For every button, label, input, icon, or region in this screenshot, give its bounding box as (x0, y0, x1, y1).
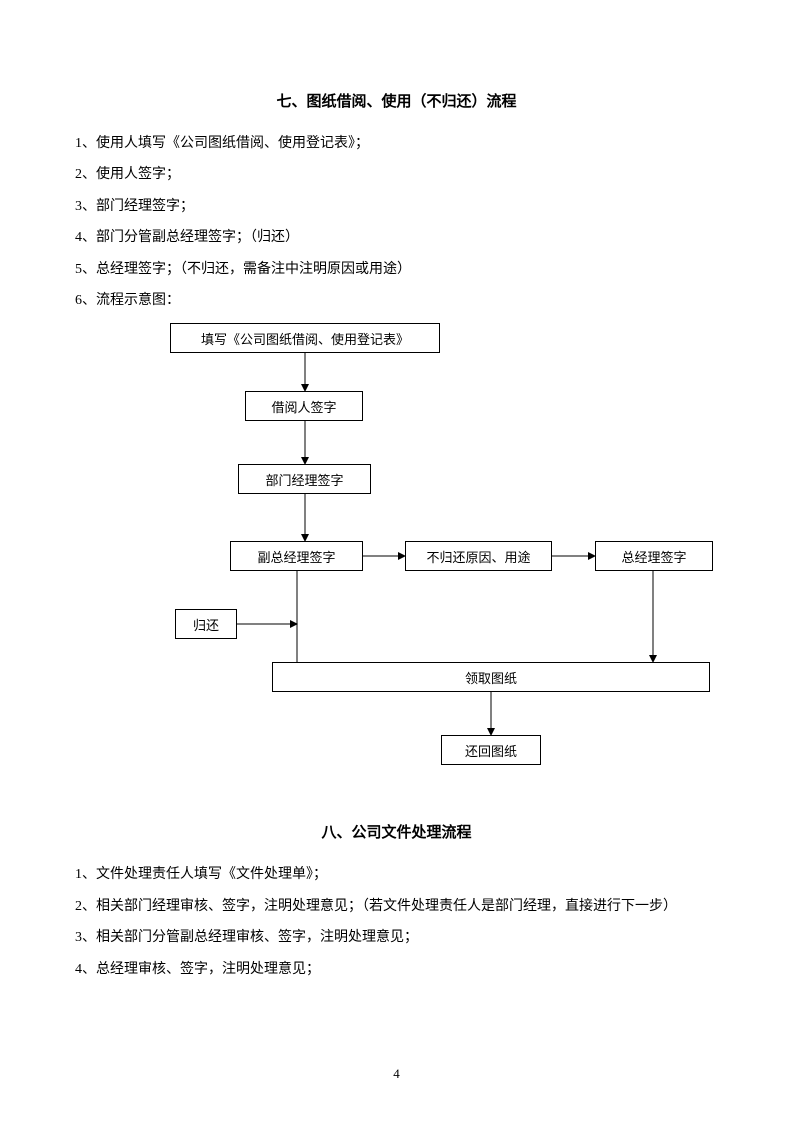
section8: 八、公司文件处理流程 1、文件处理责任人填写《文件处理单》； 2、相关部门经理审… (75, 821, 718, 984)
s7-item-1: 1、使用人填写《公司图纸借阅、使用登记表》； (75, 129, 718, 158)
section7-title: 七、图纸借阅、使用（不归还）流程 (75, 90, 718, 111)
s7-item-6: 6、流程示意图： (75, 286, 718, 315)
page-number: 4 (0, 1066, 793, 1082)
flowchart-node-n4: 副总经理签字 (230, 541, 363, 571)
flowchart-node-n8: 领取图纸 (272, 662, 710, 692)
s7-item-4: 4、部门分管副总经理签字；（归还） (75, 223, 718, 252)
s8-item-2: 2、相关部门经理审核、签字，注明处理意见；（若文件处理责任人是部门经理，直接进行… (75, 892, 718, 921)
s8-item-1: 1、文件处理责任人填写《文件处理单》； (75, 860, 718, 889)
flowchart-node-n1: 填写《公司图纸借阅、使用登记表》 (170, 323, 440, 353)
flowchart-node-n7: 归还 (175, 609, 237, 639)
s7-item-2: 2、使用人签字； (75, 160, 718, 189)
flowchart-node-n6: 总经理签字 (595, 541, 713, 571)
section8-title: 八、公司文件处理流程 (75, 821, 718, 842)
s7-item-3: 3、部门经理签字； (75, 192, 718, 221)
s8-item-3: 3、相关部门分管副总经理审核、签字，注明处理意见； (75, 923, 718, 952)
flowchart-node-n9: 还回图纸 (441, 735, 541, 765)
s8-item-4: 4、总经理审核、签字，注明处理意见； (75, 955, 718, 984)
flowchart-node-n2: 借阅人签字 (245, 391, 363, 421)
flowchart-node-n5: 不归还原因、用途 (405, 541, 552, 571)
flowchart-diagram: 填写《公司图纸借阅、使用登记表》借阅人签字部门经理签字副总经理签字 不归还原因、用… (75, 319, 718, 819)
flowchart-node-n3: 部门经理签字 (238, 464, 371, 494)
s7-item-5: 5、总经理签字；（不归还，需备注中注明原因或用途） (75, 255, 718, 284)
